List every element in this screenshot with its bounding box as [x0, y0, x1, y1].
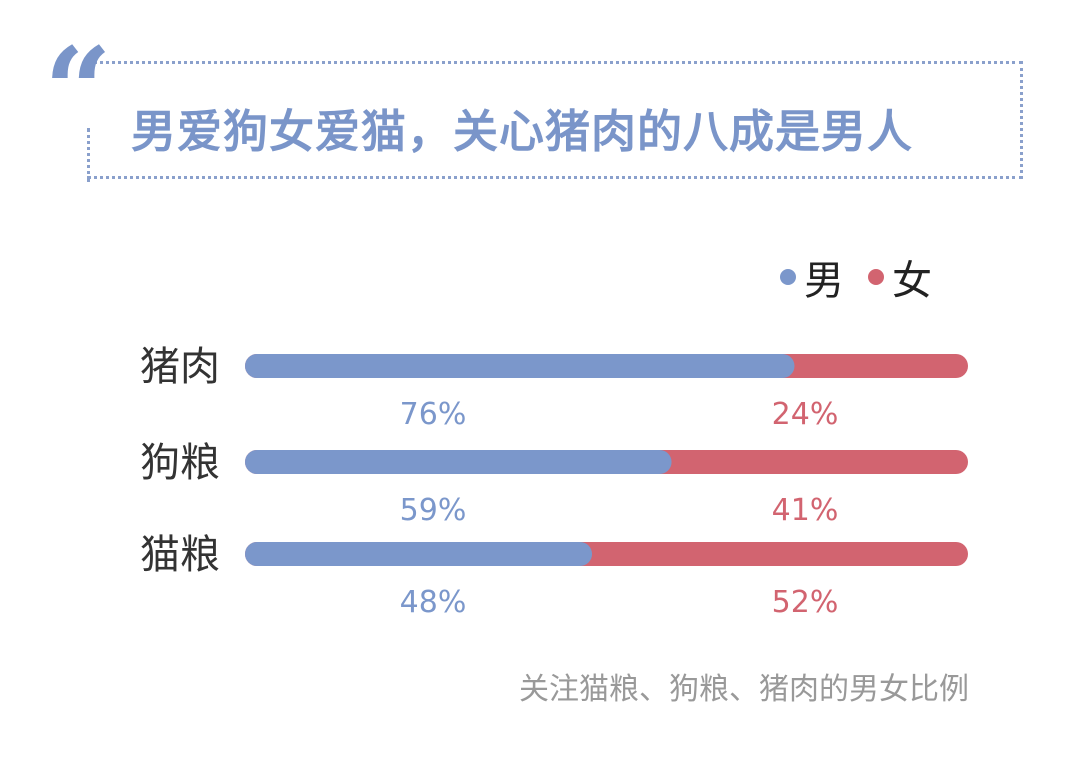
legend-label-female: 女	[892, 258, 932, 304]
data-label-female-2: 52%	[772, 585, 839, 620]
data-label-male-1: 59%	[400, 493, 467, 528]
legend-item-male: 男	[780, 248, 844, 306]
category-label-1: 狗粮	[140, 440, 220, 486]
bar-male-1	[245, 450, 672, 474]
category-label-2: 猫粮	[140, 532, 220, 578]
title-frame	[87, 61, 1023, 182]
data-label-male-0: 76%	[400, 397, 467, 432]
chart-footnote: 关注猫粮、狗粮、猪肉的男女比例	[519, 672, 969, 707]
data-label-female-0: 24%	[772, 397, 839, 432]
legend: 男 女	[780, 248, 956, 306]
bar-male-2	[245, 542, 593, 566]
legend-dot-male	[780, 269, 796, 285]
page-title: 男爱狗女爱猫，关心猪肉的八成是男人	[131, 105, 914, 158]
bar-male-0	[245, 354, 795, 378]
category-label-0: 猪肉	[140, 344, 220, 390]
quote-mark-icon: “	[44, 21, 112, 160]
data-label-female-1: 41%	[772, 493, 839, 528]
legend-item-female: 女	[868, 248, 932, 306]
data-label-male-2: 48%	[400, 585, 467, 620]
legend-dot-female	[868, 269, 884, 285]
legend-label-male: 男	[804, 258, 844, 304]
